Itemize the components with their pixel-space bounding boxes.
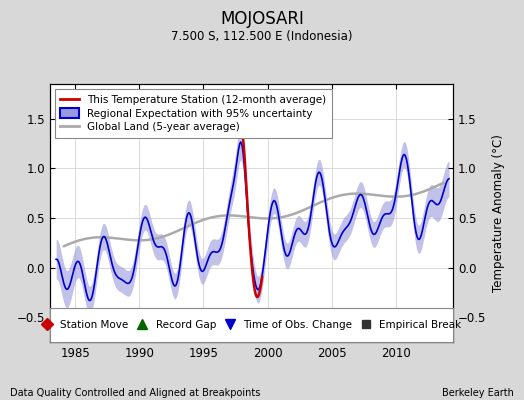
Legend: This Temperature Station (12-month average), Regional Expectation with 95% uncer: This Temperature Station (12-month avera… — [55, 89, 332, 138]
Y-axis label: Temperature Anomaly (°C): Temperature Anomaly (°C) — [492, 134, 505, 292]
Text: MOJOSARI: MOJOSARI — [220, 10, 304, 28]
Legend: Station Move, Record Gap, Time of Obs. Change, Empirical Break: Station Move, Record Gap, Time of Obs. C… — [39, 317, 464, 333]
Text: Berkeley Earth: Berkeley Earth — [442, 388, 514, 398]
Text: Data Quality Controlled and Aligned at Breakpoints: Data Quality Controlled and Aligned at B… — [10, 388, 261, 398]
Text: 7.500 S, 112.500 E (Indonesia): 7.500 S, 112.500 E (Indonesia) — [171, 30, 353, 43]
